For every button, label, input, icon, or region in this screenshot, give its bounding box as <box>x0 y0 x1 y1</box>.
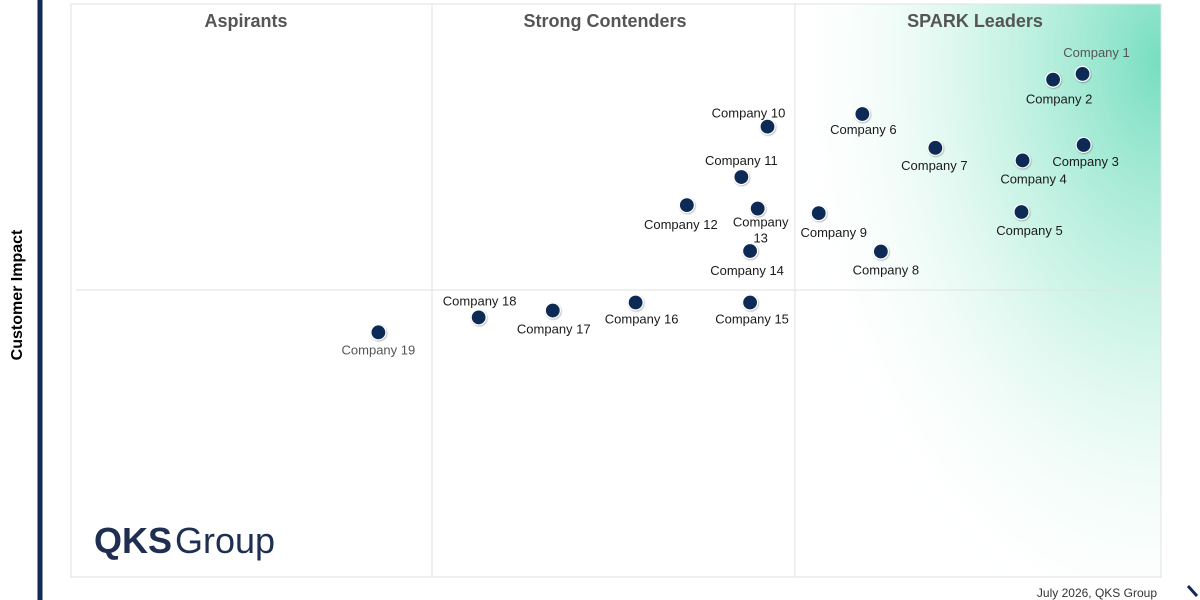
point-label-company-2: Company 2 <box>1026 92 1092 107</box>
point-marker-company-15[interactable] <box>741 294 759 311</box>
data-point-company-3[interactable]: Company 3 <box>1052 136 1119 169</box>
quadrant-title-strong-contenders: Strong Contenders <box>523 11 686 31</box>
data-point-company-15[interactable]: Company 15 <box>715 294 789 327</box>
point-label-company-11: Company 11 <box>705 153 778 168</box>
data-point-company-19[interactable]: Company 19 <box>342 324 416 358</box>
point-marker-company-4[interactable] <box>1014 152 1031 169</box>
point-label-company-12: Company 12 <box>644 217 718 232</box>
data-point-company-11[interactable]: Company 11 <box>705 153 778 186</box>
point-marker-company-3[interactable] <box>1075 136 1092 154</box>
data-point-company-9[interactable]: Company 9 <box>800 205 867 241</box>
data-point-company-5[interactable]: Company 5 <box>996 203 1063 238</box>
data-point-company-13[interactable]: Company 13 <box>733 200 789 246</box>
point-marker-company-14[interactable] <box>741 242 759 260</box>
point-marker-company-16[interactable] <box>627 294 644 311</box>
point-label-company-4: Company 4 <box>1000 171 1066 186</box>
point-label-company-7: Company 7 <box>901 158 967 173</box>
point-label-company-19: Company 19 <box>342 342 416 357</box>
point-label-company-14: Company 14 <box>710 263 784 278</box>
point-marker-company-11[interactable] <box>733 168 750 186</box>
point-marker-company-8[interactable] <box>872 243 889 260</box>
point-label-company-18: Company 18 <box>443 293 517 308</box>
data-point-company-6[interactable]: Company 6 <box>830 105 897 138</box>
point-marker-company-5[interactable] <box>1013 203 1030 221</box>
point-marker-company-2[interactable] <box>1044 71 1062 88</box>
point-label-company-8: Company 8 <box>853 263 919 278</box>
point-label-company-5: Company 5 <box>996 223 1062 238</box>
point-marker-company-9[interactable] <box>810 205 827 222</box>
point-marker-company-19[interactable] <box>370 324 387 341</box>
x-axis-arrow-icon <box>1186 584 1199 598</box>
footer-credit: July 2026, QKS Group <box>1037 586 1157 600</box>
quadrant-title-aspirants: Aspirants <box>204 11 287 31</box>
logo: QKSGroup <box>94 520 275 561</box>
point-marker-company-17[interactable] <box>544 302 561 319</box>
data-point-company-18[interactable]: Company 18 <box>443 293 517 326</box>
point-marker-company-6[interactable] <box>854 105 871 123</box>
point-marker-company-18[interactable] <box>470 309 487 326</box>
data-point-company-7[interactable]: Company 7 <box>901 139 968 173</box>
quadrant-title-spark-leaders: SPARK Leaders <box>907 11 1043 31</box>
point-marker-company-12[interactable] <box>678 197 695 214</box>
logo-text-light: Group <box>175 520 275 561</box>
point-label-company-6: Company 6 <box>830 122 896 137</box>
point-label-company-16: Company 16 <box>605 312 679 327</box>
y-axis-title: Customer Impact <box>9 229 26 360</box>
logo-text-bold: QKS <box>94 520 172 561</box>
point-marker-company-10[interactable] <box>759 118 776 135</box>
data-point-company-16[interactable]: Company 16 <box>605 294 679 327</box>
data-point-company-10[interactable]: Company 10 <box>712 106 786 135</box>
data-point-company-2[interactable]: Company 2 <box>1026 71 1092 107</box>
data-point-company-12[interactable]: Company 12 <box>644 197 718 233</box>
point-marker-company-7[interactable] <box>927 139 944 156</box>
point-label-company-3: Company 3 <box>1052 154 1118 169</box>
point-label-company-17: Company 17 <box>517 322 591 337</box>
point-label-company-1: Company 1 <box>1063 45 1129 60</box>
point-label-company-9: Company 9 <box>800 225 866 240</box>
point-marker-company-1[interactable] <box>1074 65 1091 83</box>
point-label-company-15: Company 15 <box>715 312 789 327</box>
point-marker-company-13[interactable] <box>749 200 766 217</box>
data-point-company-1[interactable]: Company 1 <box>1063 45 1130 83</box>
data-points-layer: Company 1 Company 2 Company 3 Company 4 Comp… <box>342 45 1130 357</box>
data-point-company-14[interactable]: Company 14 <box>710 242 784 278</box>
data-point-company-8[interactable]: Company 8 <box>853 243 919 278</box>
svg-text:QKSGroup: QKSGroup <box>94 520 275 561</box>
point-label-company-13: Company 13 <box>733 215 789 246</box>
point-label-company-10: Company 10 <box>712 106 786 121</box>
data-point-company-4[interactable]: Company 4 <box>1000 152 1067 187</box>
data-point-company-17[interactable]: Company 17 <box>517 302 591 337</box>
